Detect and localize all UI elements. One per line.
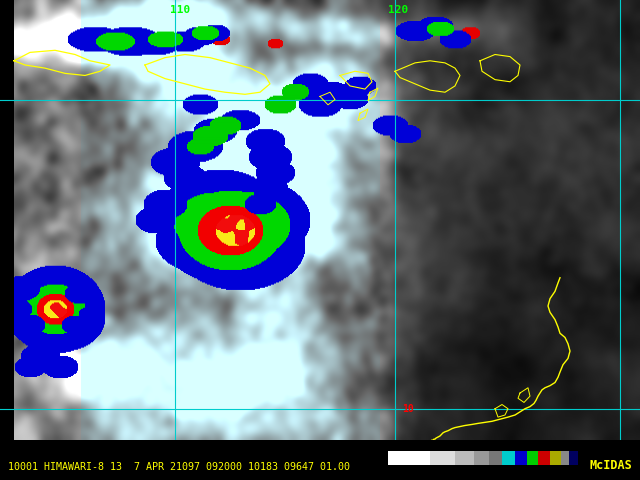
Text: 120: 120 bbox=[388, 5, 408, 14]
Bar bbox=[489, 451, 502, 465]
Text: 110: 110 bbox=[170, 5, 190, 14]
Bar bbox=[515, 451, 527, 465]
Bar bbox=[430, 451, 454, 465]
Bar bbox=[550, 451, 561, 465]
Bar bbox=[502, 451, 515, 465]
Text: 10: 10 bbox=[402, 404, 413, 414]
Text: 10001 HIMAWARI-8 13  7 APR 21097 092000 10183 09647 01.00: 10001 HIMAWARI-8 13 7 APR 21097 092000 1… bbox=[8, 462, 350, 472]
Bar bbox=[538, 451, 550, 465]
Bar bbox=[474, 451, 489, 465]
Text: McIDAS: McIDAS bbox=[589, 459, 632, 472]
Bar bbox=[454, 451, 474, 465]
Bar bbox=[527, 451, 538, 465]
Bar bbox=[568, 451, 578, 465]
Bar bbox=[388, 451, 430, 465]
Bar bbox=[561, 451, 568, 465]
